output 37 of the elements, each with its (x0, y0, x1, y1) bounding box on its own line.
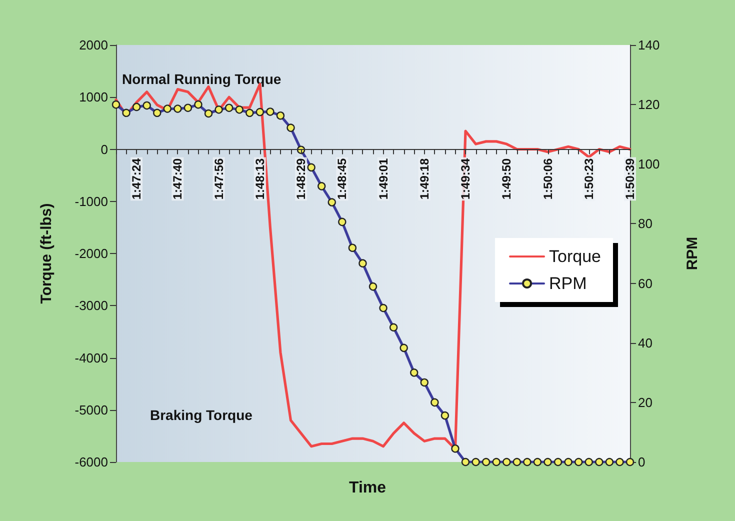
y-tick-label: -3000 (74, 298, 108, 314)
x-tick-label: 1:50:39 (623, 158, 637, 200)
y2-tick-label: 0 (638, 454, 646, 470)
legend-label: Torque (549, 247, 602, 266)
x-tick-label: 1:48:29 (294, 158, 308, 200)
y-tick-label: -5000 (74, 402, 108, 418)
y-tick-label: -6000 (74, 454, 108, 470)
y2-tick-label: 120 (638, 97, 660, 112)
y2-axis-title: RPM (684, 236, 701, 270)
annotation: Normal Running Torque (122, 71, 282, 87)
y-tick-label: 1000 (79, 90, 108, 105)
x-tick-label: 1:48:13 (252, 158, 267, 200)
y2-tick-label: 20 (638, 394, 652, 410)
y2-tick-label: 40 (638, 335, 652, 350)
y2-tick-label: 60 (638, 276, 652, 291)
x-tick-label: 1:48:45 (335, 158, 350, 200)
x-tick-label: 1:50:23 (582, 158, 596, 200)
x-tick-label: 1:47:40 (170, 158, 185, 200)
y2-tick-label: 140 (638, 38, 660, 52)
x-axis-title: Time (348, 480, 386, 496)
x-tick-label: 1:50:06 (540, 158, 555, 200)
y-axis-title: Torque (ft-lbs) (38, 203, 55, 304)
y2-tick-label: 100 (638, 156, 660, 172)
x-tick-label: 1:49:18 (417, 158, 432, 200)
x-tick-label: 1:49:34 (458, 158, 473, 200)
annotation: Braking Torque (150, 407, 253, 423)
x-tick-label: 1:49:01 (376, 158, 390, 200)
legend-label: RPM (549, 274, 587, 293)
x-tick-label: 1:49:50 (500, 158, 514, 200)
y2-tick-label: 80 (638, 216, 652, 232)
y-tick-label: -2000 (74, 246, 108, 261)
x-tick-label: 1:47:24 (130, 158, 144, 200)
y-tick-label: 0 (100, 142, 108, 157)
x-tick-label: 1:47:56 (212, 158, 226, 200)
y-tick-label: -4000 (74, 350, 108, 366)
y-tick-label: -1000 (74, 194, 108, 209)
y-tick-label: 2000 (79, 38, 108, 52)
